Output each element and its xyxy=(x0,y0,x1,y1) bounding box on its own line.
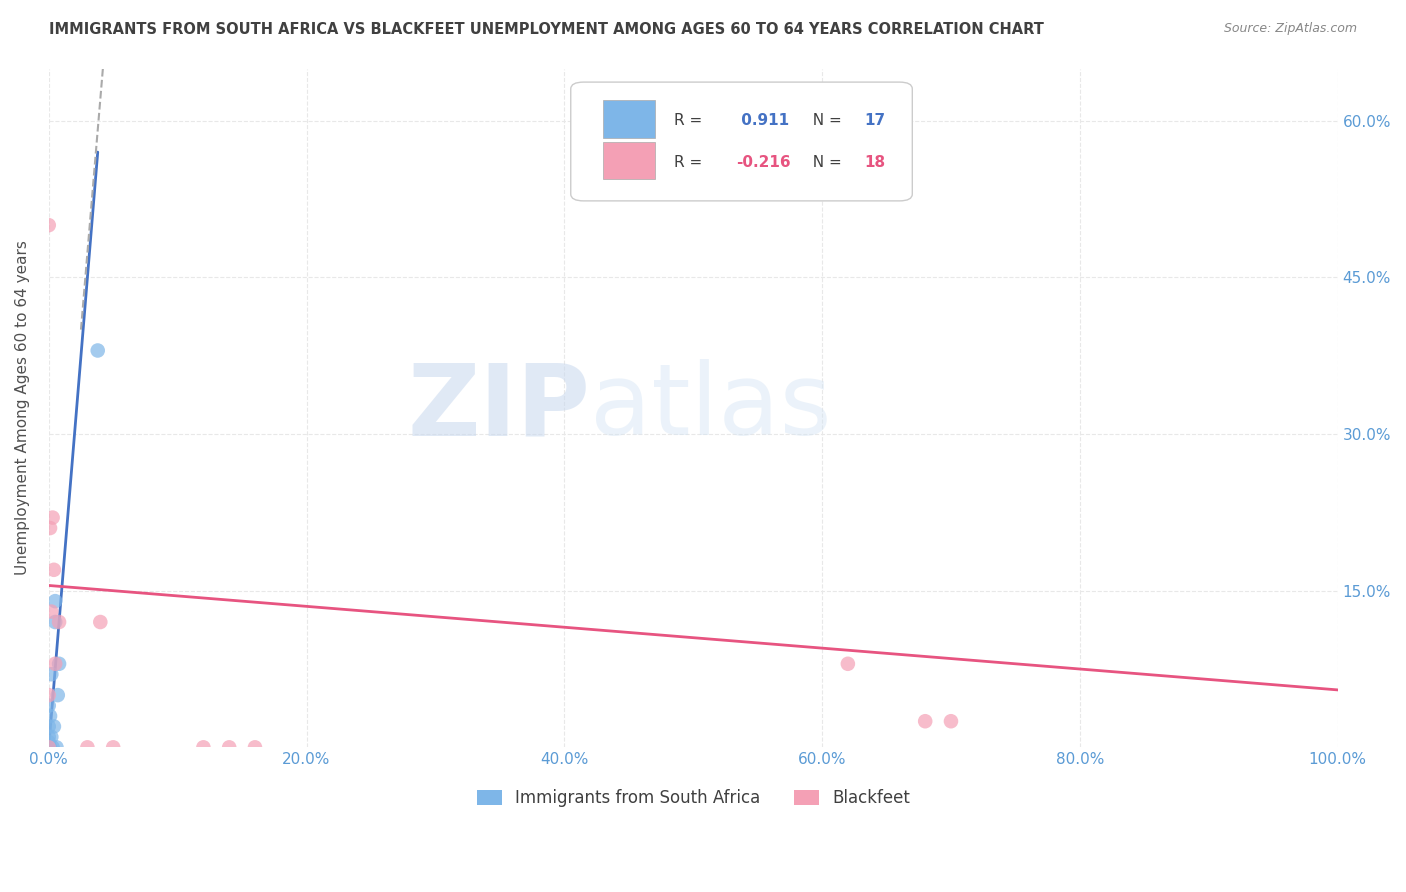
Text: 17: 17 xyxy=(865,113,886,128)
Point xyxy=(38,698,60,713)
Text: ZIP: ZIP xyxy=(408,359,591,457)
Point xyxy=(39,521,62,535)
Text: 0.911: 0.911 xyxy=(735,113,789,128)
FancyBboxPatch shape xyxy=(603,142,655,179)
Point xyxy=(939,714,962,729)
Point xyxy=(837,657,859,671)
Text: R =: R = xyxy=(673,113,707,128)
Point xyxy=(76,740,98,755)
FancyBboxPatch shape xyxy=(571,82,912,201)
Point xyxy=(42,719,65,733)
Text: N =: N = xyxy=(803,113,846,128)
Text: 18: 18 xyxy=(865,154,886,169)
Text: Source: ZipAtlas.com: Source: ZipAtlas.com xyxy=(1223,22,1357,36)
Point xyxy=(243,740,266,755)
Point xyxy=(46,688,69,702)
Point xyxy=(103,740,125,755)
Point xyxy=(39,709,62,723)
Point xyxy=(87,343,110,358)
Point xyxy=(41,667,63,681)
Text: IMMIGRANTS FROM SOUTH AFRICA VS BLACKFEET UNEMPLOYMENT AMONG AGES 60 TO 64 YEARS: IMMIGRANTS FROM SOUTH AFRICA VS BLACKFEE… xyxy=(49,22,1045,37)
FancyBboxPatch shape xyxy=(603,101,655,137)
Text: N =: N = xyxy=(803,154,846,169)
Point xyxy=(38,740,60,755)
Point xyxy=(44,594,66,608)
Point xyxy=(38,218,60,232)
Text: atlas: atlas xyxy=(591,359,832,457)
Point xyxy=(38,688,60,702)
Point xyxy=(41,605,63,619)
Point xyxy=(38,719,60,733)
Legend: Immigrants from South Africa, Blackfeet: Immigrants from South Africa, Blackfeet xyxy=(470,782,917,814)
Point xyxy=(44,657,66,671)
Point xyxy=(38,730,60,744)
Point xyxy=(914,714,936,729)
Text: R =: R = xyxy=(673,154,707,169)
Point xyxy=(42,563,65,577)
Y-axis label: Unemployment Among Ages 60 to 64 years: Unemployment Among Ages 60 to 64 years xyxy=(15,241,30,575)
Point xyxy=(38,740,60,755)
Point xyxy=(45,740,67,755)
Point xyxy=(48,657,70,671)
Text: -0.216: -0.216 xyxy=(735,154,790,169)
Point xyxy=(38,735,60,749)
Point xyxy=(44,615,66,629)
Point xyxy=(193,740,215,755)
Point xyxy=(39,740,62,755)
Point xyxy=(41,740,63,755)
Point xyxy=(41,730,63,744)
Point xyxy=(48,615,70,629)
Point xyxy=(89,615,111,629)
Point xyxy=(218,740,240,755)
Point xyxy=(41,510,63,524)
